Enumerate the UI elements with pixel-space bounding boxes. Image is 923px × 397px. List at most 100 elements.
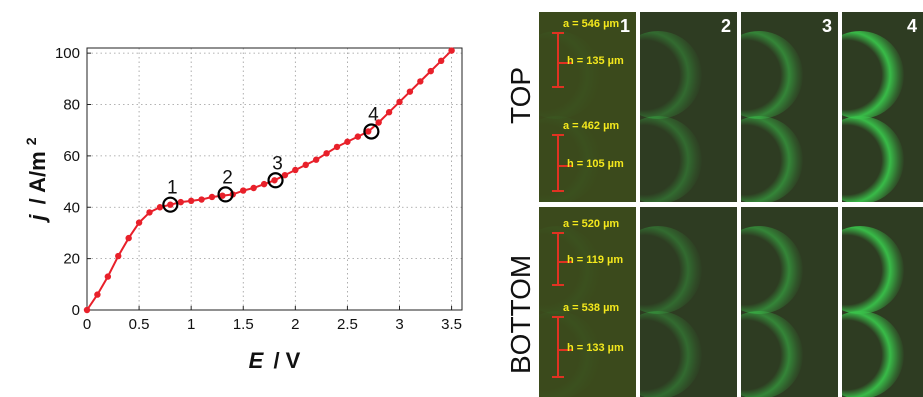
scale-bar-vertical bbox=[557, 32, 559, 86]
panel-number: 1 bbox=[619, 16, 630, 36]
panel-number: 2 bbox=[720, 16, 731, 36]
x-tick-label: 3 bbox=[395, 316, 403, 333]
data-point bbox=[125, 234, 132, 242]
annotation-h: h = 135 µm bbox=[567, 54, 624, 67]
micrograph-panel: 1 bbox=[539, 12, 636, 202]
crescent-glow bbox=[640, 30, 702, 119]
y-axis-ticks: 0 20 40 60 80 100 bbox=[55, 45, 91, 319]
x-tick-label: 3.5 bbox=[441, 316, 462, 333]
annotation-group: 1 2 3 4 bbox=[162, 104, 380, 213]
data-point bbox=[312, 156, 320, 163]
data-point bbox=[198, 196, 205, 203]
x-tick-label: 2 bbox=[291, 316, 299, 333]
x-tick-label: 1 bbox=[187, 316, 195, 333]
data-point bbox=[208, 193, 216, 201]
crescent-glow bbox=[842, 30, 904, 119]
scale-bar-cap bbox=[552, 316, 564, 318]
crescent-glow bbox=[842, 116, 904, 202]
scale-bar-cap bbox=[552, 376, 564, 378]
crescent-glow bbox=[741, 225, 803, 314]
scale-bar-vertical bbox=[557, 232, 559, 284]
crescent-glow bbox=[741, 30, 803, 119]
annotation-a: a = 546 µm bbox=[563, 18, 620, 30]
annotation-marker bbox=[162, 196, 179, 213]
data-point bbox=[365, 128, 372, 135]
annotation-label: 2 bbox=[222, 167, 233, 188]
y-tick-label: 60 bbox=[63, 148, 80, 165]
annotation-marker bbox=[267, 172, 284, 189]
annotation-label: 4 bbox=[368, 104, 379, 125]
crescent-glow bbox=[842, 225, 904, 314]
scale-bar-cap bbox=[552, 134, 564, 136]
crescent-glow bbox=[640, 225, 702, 314]
scale-bar-h bbox=[557, 260, 573, 263]
data-point bbox=[417, 78, 424, 85]
annotation-marker bbox=[217, 186, 234, 203]
data-point bbox=[104, 273, 112, 280]
micrograph-panel: 3 bbox=[741, 12, 838, 202]
scale-bar-cap bbox=[552, 86, 564, 88]
scale-bar-cap bbox=[552, 32, 564, 34]
micrograph-panel: 4 bbox=[842, 12, 923, 202]
data-point bbox=[83, 306, 91, 314]
x-axis-ticks: 0 0.5 1 1.5 2 2.5 3 3.5 bbox=[83, 306, 462, 333]
scale-bar-vertical bbox=[557, 134, 559, 190]
data-point bbox=[375, 119, 382, 126]
y-tick-label: 40 bbox=[63, 199, 80, 216]
data-point bbox=[219, 192, 226, 199]
micrograph-panel bbox=[539, 207, 636, 397]
data-point bbox=[354, 133, 362, 140]
data-point bbox=[292, 166, 299, 174]
x-axis-title: E / V bbox=[249, 348, 301, 373]
scale-bar-h bbox=[557, 349, 573, 351]
annotation-h: h = 105 µm bbox=[567, 157, 624, 170]
micrograph-panel: 2 bbox=[640, 12, 737, 202]
scale-bar-cap bbox=[552, 232, 564, 234]
crescent-glow bbox=[539, 30, 601, 119]
data-point bbox=[344, 138, 351, 145]
jv-chart: 0 0.5 1 1.5 2 2.5 3 3.5 0 20 40 60 80 100 1 2 3 4 E / V… bbox=[23, 45, 463, 373]
crescent-glow bbox=[640, 311, 702, 397]
data-point bbox=[323, 150, 330, 157]
panel-number: 4 bbox=[906, 16, 917, 36]
data-point bbox=[396, 98, 403, 106]
crescent-glow bbox=[741, 116, 803, 202]
data-point bbox=[146, 209, 153, 216]
y-axis-title: j / A/m 2 bbox=[23, 137, 50, 223]
scale-bar-h bbox=[557, 164, 573, 167]
data-point bbox=[385, 109, 393, 116]
data-point bbox=[260, 180, 268, 188]
annotation-h: h = 133 µm bbox=[567, 342, 624, 354]
data-point bbox=[167, 201, 174, 208]
data-point bbox=[177, 198, 184, 206]
micrograph-panel bbox=[842, 207, 923, 397]
annotation-label: 1 bbox=[167, 178, 178, 199]
data-point bbox=[427, 67, 434, 75]
micrograph-grid: TOP BOTTOM 1 2 3 4 a = 546 µm h = 135 µm a = 4… bbox=[505, 12, 923, 397]
scale-bar-h bbox=[557, 61, 573, 64]
micrograph-panel bbox=[640, 207, 737, 397]
plot-area bbox=[86, 47, 463, 311]
panel-number: 3 bbox=[821, 16, 832, 36]
x-tick-label: 0 bbox=[83, 316, 91, 333]
data-point bbox=[406, 88, 414, 95]
data-point bbox=[271, 177, 278, 184]
crescent-glow bbox=[741, 311, 803, 397]
crescent-glow bbox=[640, 116, 702, 202]
annotation-a: a = 538 µm bbox=[563, 302, 620, 314]
annotation-a: a = 462 µm bbox=[563, 120, 620, 132]
data-point bbox=[94, 291, 101, 298]
crescent-glow bbox=[842, 311, 904, 397]
data-point bbox=[240, 187, 247, 194]
annotation-marker bbox=[363, 123, 380, 140]
data-point bbox=[281, 171, 289, 179]
crescent-glow bbox=[539, 225, 601, 314]
data-point bbox=[115, 252, 122, 260]
x-tick-label: 2.5 bbox=[337, 316, 358, 333]
x-tick-label: 0.5 bbox=[129, 316, 150, 333]
y-tick-label: 100 bbox=[55, 45, 80, 62]
crescent-glow bbox=[539, 311, 601, 397]
scale-bar-vertical bbox=[557, 316, 559, 376]
annotation-a: a = 520 µm bbox=[563, 218, 620, 230]
data-point bbox=[250, 184, 257, 192]
